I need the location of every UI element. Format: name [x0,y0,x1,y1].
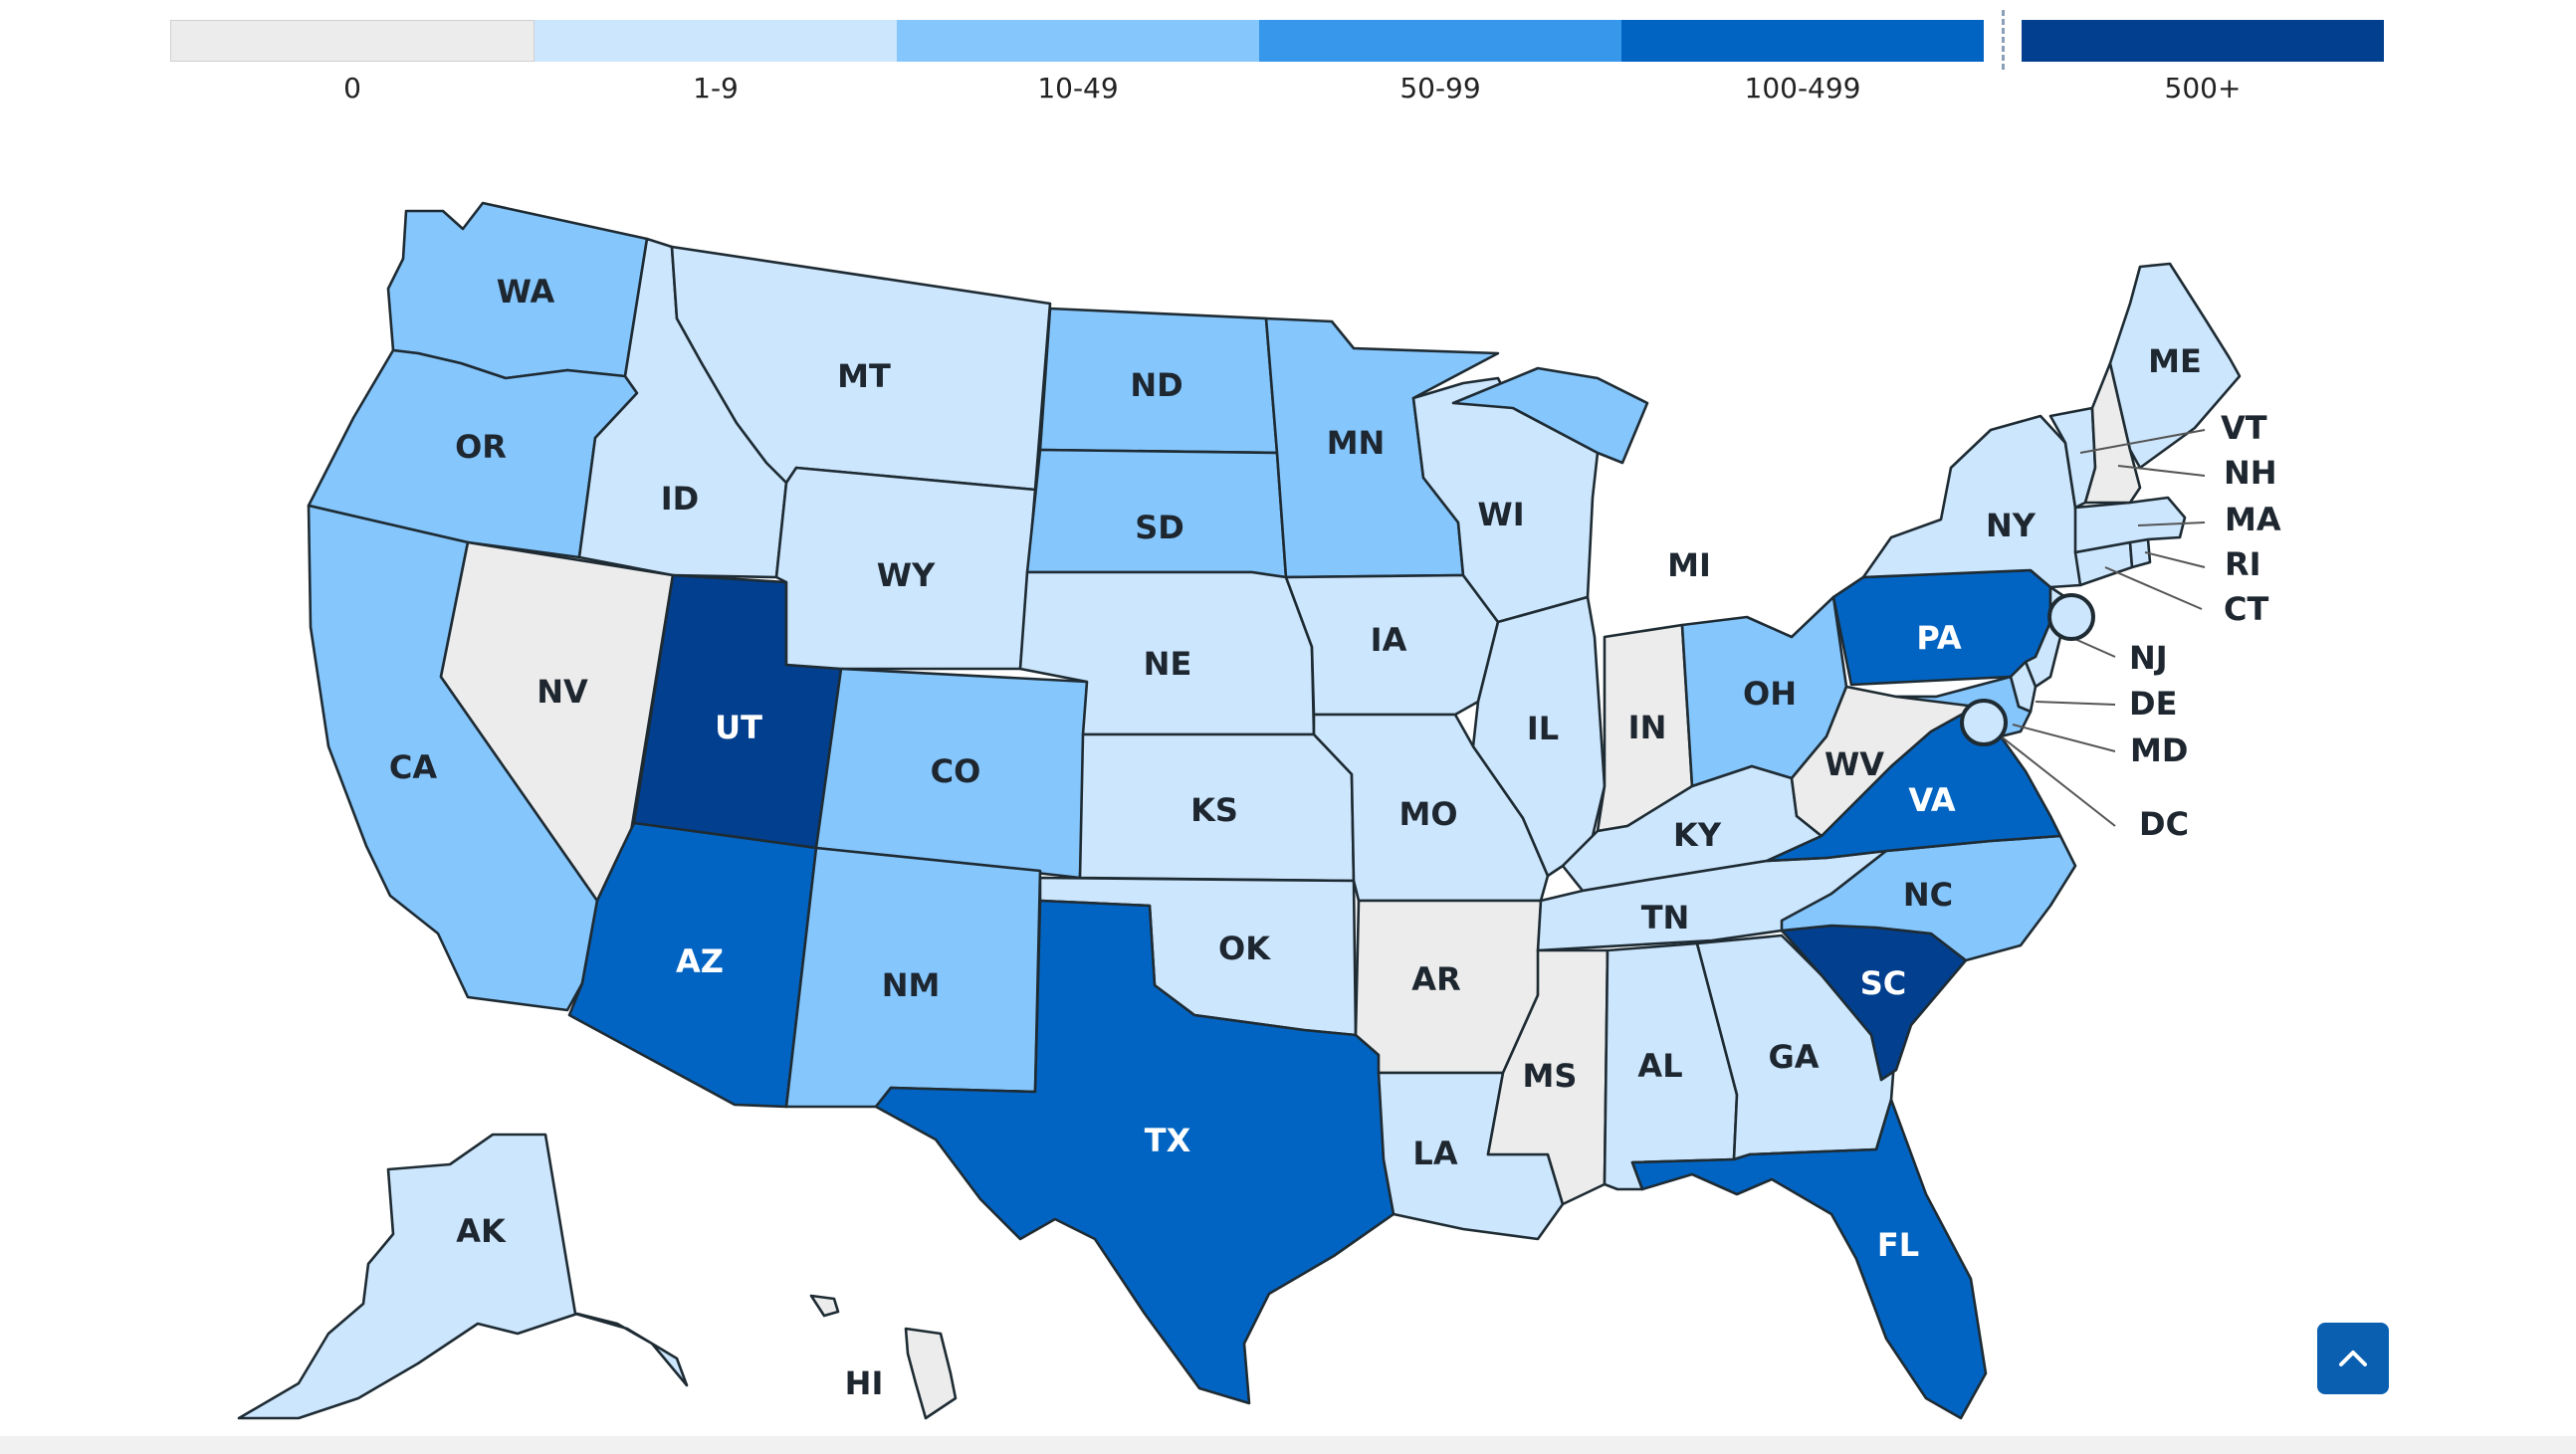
legend-swatch-3 [1259,20,1621,62]
leader-CT [2104,566,2203,610]
callout-label-NH[interactable]: NH [2224,454,2277,492]
state-AR[interactable] [1354,899,1543,1075]
callout-label-DE[interactable]: DE [2129,685,2177,723]
callout-label-RI[interactable]: RI [2225,545,2261,583]
state-CO[interactable] [814,667,1089,880]
callout-markers: VT NH MA RI CT NJ DE MD DC [1960,409,2281,843]
callout-label-VT[interactable]: VT [2221,409,2267,447]
legend-label-4: 100-499 [1744,72,1861,104]
legend-separator [2002,10,2005,70]
callout-label-DC[interactable]: DC [2139,805,2189,843]
leader-VT [2079,429,2206,454]
leader-MA [2137,521,2206,526]
state-ME[interactable] [2108,262,2242,470]
state-NM[interactable] [784,846,1042,1109]
state-AK[interactable] [237,1133,689,1420]
legend-label-3: 50-99 [1399,72,1481,104]
state-MI[interactable] [1451,366,1649,465]
callout-label-CT[interactable]: CT [2224,590,2268,628]
state-PA[interactable] [1831,568,2052,687]
state-MA[interactable] [2073,496,2187,554]
leader-DE [2035,701,2116,706]
legend-swatch-2 [897,20,1259,62]
leader-RI [2144,551,2206,568]
state-KS[interactable] [1078,732,1356,883]
state-label-MI: MI [1667,546,1711,584]
state-HI-islands[interactable] [809,1294,840,1318]
leader-MD [2012,724,2116,752]
state-WY[interactable] [774,466,1037,671]
scroll-to-top-button[interactable] [2317,1323,2389,1394]
legend-swatch-4 [1621,20,1984,62]
legend-swatch-0 [170,20,535,62]
state-WI[interactable] [1411,376,1600,624]
state-ND[interactable] [1038,307,1279,455]
state-IA[interactable] [1284,573,1500,717]
leader-NH [2117,465,2206,477]
state-label-HI: HI [845,1364,884,1402]
nj-marker-circle[interactable] [2047,593,2095,641]
state-SD[interactable] [1025,448,1288,579]
legend-label-0: 0 [343,72,361,104]
legend-swatch-1 [535,20,897,62]
leader-DC [1985,724,2116,827]
state-TX[interactable] [874,899,1395,1405]
legend-label-5: 500+ [2164,72,2242,104]
state-NY[interactable] [1861,414,2082,589]
state-WA[interactable] [386,201,649,380]
state-HI[interactable] [904,1327,958,1420]
callout-label-NJ[interactable]: NJ [2129,639,2168,677]
state-WV[interactable] [1790,685,1978,838]
callout-label-MD[interactable]: MD [2130,731,2188,769]
dc-marker-circle[interactable] [1960,699,2008,746]
chevron-up-icon [2339,1350,2367,1366]
state-FL[interactable] [1630,1098,1988,1420]
page-bottom-bar [0,1436,2576,1454]
callout-label-MA[interactable]: MA [2225,501,2281,538]
states-layer [237,201,2242,1420]
legend: 0 1-9 10-49 50-99 100-499 500+ [0,0,2576,129]
leader-NJ [2069,636,2116,658]
legend-label-2: 10-49 [1037,72,1119,104]
legend-label-1: 1-9 [693,72,739,104]
legend-swatch-5 [2022,20,2384,62]
